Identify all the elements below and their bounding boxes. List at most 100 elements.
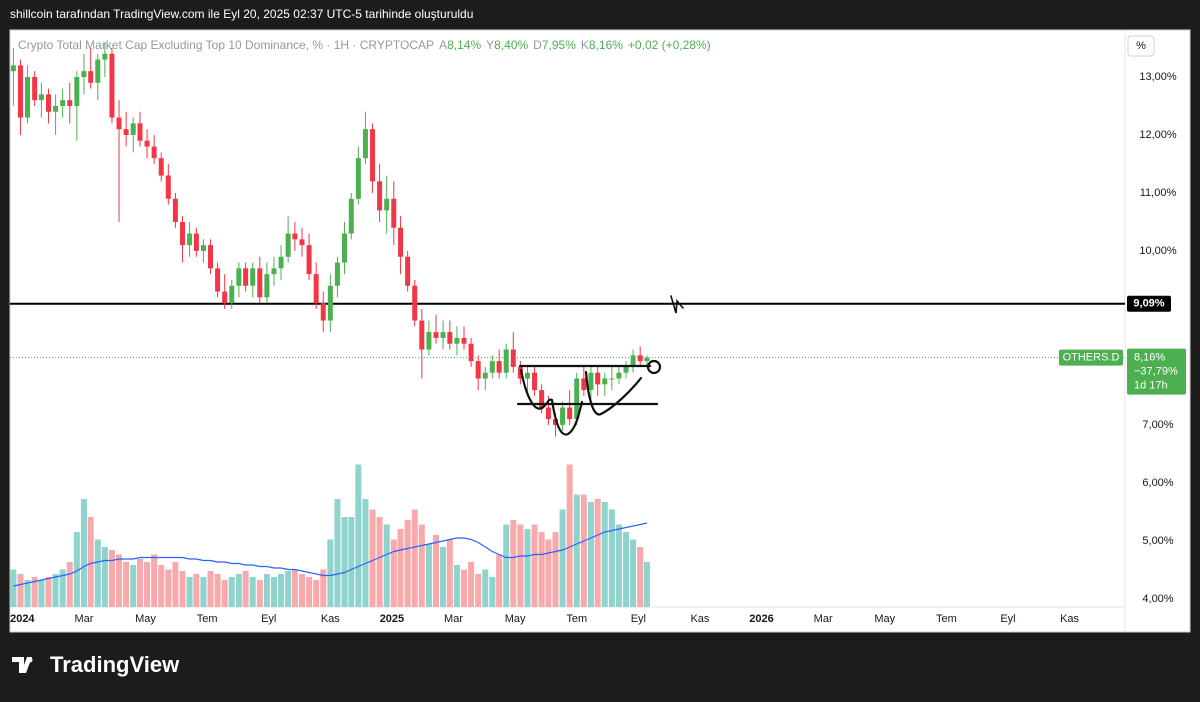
brand-icon xyxy=(12,657,32,673)
volume-bar xyxy=(580,494,587,607)
candle-body xyxy=(461,337,467,344)
volume-bar xyxy=(221,580,228,607)
volume-bar xyxy=(601,502,608,607)
volume-bar xyxy=(573,494,580,607)
candle-body xyxy=(433,332,439,338)
scale-button-label[interactable]: % xyxy=(1136,40,1146,52)
candle-body xyxy=(447,332,453,344)
candle-body xyxy=(405,256,411,286)
candle-body xyxy=(123,129,129,135)
legend-title: Crypto Total Market Cap Excluding Top 10… xyxy=(18,38,434,52)
candle-body xyxy=(595,372,601,385)
candle-body xyxy=(377,181,383,211)
volume-bar xyxy=(587,502,594,607)
brand-name: TradingView xyxy=(50,652,180,677)
drawing-zigzag xyxy=(670,295,684,314)
volume-bar xyxy=(552,532,559,607)
candle-body xyxy=(130,123,136,135)
header-text: shillcoin tarafından TradingView.com ile… xyxy=(10,7,473,21)
x-tick-label: Mar xyxy=(74,613,93,625)
volume-bar xyxy=(510,520,517,607)
candle-body xyxy=(102,53,108,60)
readout-value: 8,40% xyxy=(494,38,528,52)
candle-body xyxy=(271,268,277,275)
symbol-tag: OTHERS.D xyxy=(1063,352,1120,364)
scale-button[interactable] xyxy=(1127,35,1155,57)
volume-bar xyxy=(630,539,637,607)
readout-key: K xyxy=(581,38,589,52)
x-tick-label: 2026 xyxy=(749,613,773,625)
candle-body xyxy=(454,337,460,344)
candle-body xyxy=(524,372,530,379)
volume-bar xyxy=(165,569,172,607)
candle-body xyxy=(46,94,52,112)
candle-body xyxy=(81,71,87,77)
y-tick-label: 13,00% xyxy=(1139,71,1177,83)
readout-change: +0,02 (+0,28%) xyxy=(628,38,711,52)
volume-bar xyxy=(362,499,369,607)
volume-bar xyxy=(87,517,94,607)
volume-bar xyxy=(418,524,425,607)
candle-body xyxy=(496,361,502,373)
volume-bar xyxy=(214,574,221,607)
volume-bar xyxy=(207,571,214,607)
candle-body xyxy=(637,355,643,362)
candle-body xyxy=(95,59,101,83)
x-tick-label: Tem xyxy=(936,613,957,625)
volume-bar xyxy=(524,529,531,607)
candle-body xyxy=(623,366,629,373)
candle-body xyxy=(292,233,298,240)
candle-body xyxy=(552,419,558,425)
volume-bar xyxy=(144,562,151,607)
candle-body xyxy=(67,100,73,106)
volume-bar xyxy=(101,547,108,607)
candle-body xyxy=(362,129,368,159)
last-price-label: 8,16% xyxy=(1134,352,1165,364)
x-tick-label: Kas xyxy=(1060,613,1079,625)
volume-bar xyxy=(623,532,630,607)
candle-body xyxy=(342,233,347,263)
volume-bar xyxy=(355,464,362,607)
x-tick-label: May xyxy=(135,613,156,625)
volume-bar xyxy=(566,464,573,607)
volume-bar xyxy=(531,524,538,607)
candle-body xyxy=(398,227,404,257)
volume-bar xyxy=(45,577,52,607)
candle-body xyxy=(313,274,319,304)
volume-bar xyxy=(172,562,179,607)
volume-bar xyxy=(31,577,38,607)
volume-bar xyxy=(278,574,285,607)
y-tick-label: 12,00% xyxy=(1139,129,1177,141)
candle-body xyxy=(560,407,566,425)
volume-bar xyxy=(73,532,80,607)
candle-body xyxy=(278,256,284,269)
candle-body xyxy=(109,53,115,118)
candle-body xyxy=(243,268,249,286)
volume-bar xyxy=(291,569,298,607)
drawing-curve xyxy=(519,368,584,436)
volume-bar xyxy=(10,569,17,607)
candle-body xyxy=(602,378,608,385)
candle-body xyxy=(370,129,376,182)
candle-body xyxy=(517,366,523,379)
x-tick-label: Kas xyxy=(321,613,340,625)
x-tick-label: Eyl xyxy=(1000,613,1015,625)
candle-body xyxy=(539,390,545,408)
candle-body xyxy=(348,198,354,234)
candle-body xyxy=(475,361,481,379)
volume-bar xyxy=(313,580,320,607)
volume-bar xyxy=(298,574,305,607)
candle-body xyxy=(299,239,305,246)
volume-bar xyxy=(411,509,418,607)
volume-bar xyxy=(193,574,200,607)
candle-body xyxy=(440,332,446,338)
x-tick-label: Eyl xyxy=(261,613,276,625)
candle-body xyxy=(306,245,312,275)
drawing-circle xyxy=(646,359,662,375)
plot xyxy=(10,42,1125,607)
candle-body xyxy=(482,372,488,379)
volume-bar xyxy=(348,517,355,607)
candle-body xyxy=(644,357,650,362)
volume-bar xyxy=(66,562,73,607)
volume-bar xyxy=(496,554,503,607)
